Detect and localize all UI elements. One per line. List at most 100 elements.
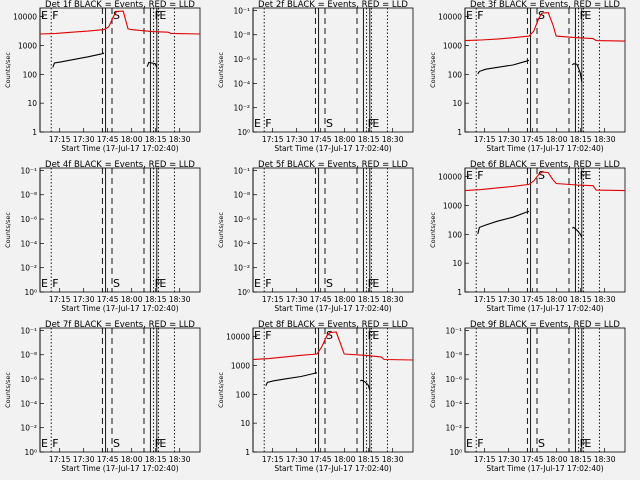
x-tick-label: 18:00 <box>546 295 568 304</box>
event-marker-E: E <box>584 169 591 182</box>
y-tick-label: 10⁻¹ <box>20 166 37 175</box>
event-marker-F: F <box>477 437 483 450</box>
y-tick-label: 1000 <box>18 41 37 50</box>
y-tick-label: 1 <box>32 128 37 137</box>
x-tick-label: 18:30 <box>382 135 404 144</box>
x-axis-label: Start Time (17-Jul-17 17:02:40) <box>274 144 391 153</box>
x-tick-label: 17:30 <box>498 295 520 304</box>
y-tick-label: 1000 <box>443 41 462 50</box>
event-marker-F: F <box>52 9 58 22</box>
panel-6: Det 6f BLACK = Events, RED = LLD 1 10 100 10… <box>429 160 626 313</box>
x-tick-label: 17:15 <box>474 455 496 464</box>
x-tick-label: 18:00 <box>121 455 143 464</box>
y-tick-label: 10⁻⁸ <box>20 191 37 200</box>
x-tick-label: 18:30 <box>169 455 191 464</box>
x-tick-label: 18:00 <box>121 295 143 304</box>
series-events-line <box>360 379 371 391</box>
y-tick-label: 10⁻⁶ <box>445 375 462 384</box>
event-marker-F: F <box>265 329 271 342</box>
event-marker-E: E <box>372 117 379 130</box>
event-marker-F: F <box>580 9 586 22</box>
x-tick-label: 17:30 <box>286 455 308 464</box>
event-marker-E: E <box>372 329 379 342</box>
panel-title: Det 4f BLACK = Events, RED = LLD <box>45 160 195 170</box>
y-axis-label: Counts/sec <box>429 372 437 408</box>
y-tick-label: 1 <box>245 448 250 457</box>
event-marker-E: E <box>584 9 591 22</box>
event-marker-E: E <box>584 437 591 450</box>
x-tick-label: 17:15 <box>262 295 284 304</box>
panel-1: Det 1f BLACK = Events, RED = LLD 1 10 100 10… <box>4 0 201 153</box>
series-events-line <box>146 61 158 68</box>
y-tick-label: 10 <box>452 99 462 108</box>
event-marker-S: S <box>538 169 545 182</box>
y-tick-label: 10⁻² <box>233 104 250 113</box>
y-tick-label: 10⁰ <box>237 288 250 297</box>
x-tick-label: 17:45 <box>522 455 544 464</box>
y-tick-label: 10⁻⁸ <box>445 351 462 360</box>
y-axis-label: Counts/sec <box>217 372 225 408</box>
y-tick-label: 10⁻¹ <box>445 326 462 335</box>
x-tick-label: 17:45 <box>97 295 119 304</box>
series-lld-line <box>39 10 201 35</box>
event-marker-E: E <box>41 9 48 22</box>
event-marker-E: E <box>41 277 48 290</box>
x-tick-label: 18:00 <box>546 455 568 464</box>
y-tick-label: 100 <box>236 390 251 399</box>
y-tick-label: 10⁻² <box>445 424 462 433</box>
x-tick-label: 17:45 <box>97 455 119 464</box>
panel-title: Det 1f BLACK = Events, RED = LLD <box>45 0 195 10</box>
event-marker-F: F <box>477 9 483 22</box>
x-tick-label: 17:30 <box>498 455 520 464</box>
event-marker-E: E <box>466 437 473 450</box>
y-axis-label: Counts/sec <box>217 52 225 88</box>
event-marker-S: S <box>326 277 333 290</box>
x-tick-label: 18:30 <box>594 295 616 304</box>
panel-title: Det 6f BLACK = Events, RED = LLD <box>470 160 620 170</box>
series-events-line <box>265 372 318 387</box>
panel-title: Det 8f BLACK = Events, RED = LLD <box>258 320 408 330</box>
event-marker-F: F <box>580 169 586 182</box>
series-events-line <box>571 226 583 238</box>
event-marker-S: S <box>326 329 333 342</box>
x-tick-label: 18:00 <box>121 135 143 144</box>
panel-5: Det 5f BLACK = Events, RED = LLD 10⁰ 10⁻² 1… <box>217 160 414 313</box>
x-tick-label: 18:15 <box>145 295 167 304</box>
y-axis-label: Counts/sec <box>429 52 437 88</box>
x-tick-label: 18:00 <box>546 135 568 144</box>
series-lld-line <box>464 12 626 42</box>
event-marker-F: F <box>580 437 586 450</box>
x-axis-label: Start Time (17-Jul-17 17:02:40) <box>274 464 391 473</box>
panel-title: Det 5f BLACK = Events, RED = LLD <box>258 160 408 170</box>
x-tick-label: 17:30 <box>73 135 95 144</box>
y-tick-label: 10⁻⁶ <box>20 215 37 224</box>
event-marker-F: F <box>155 437 161 450</box>
y-tick-label: 10⁻¹ <box>233 166 250 175</box>
x-tick-label: 18:15 <box>358 135 380 144</box>
x-tick-label: 18:15 <box>570 455 592 464</box>
series-events-line <box>52 52 105 68</box>
panel-title: Det 7f BLACK = Events, RED = LLD <box>45 320 195 330</box>
y-tick-label: 1 <box>457 288 462 297</box>
panel-3: Det 3f BLACK = Events, RED = LLD 1 10 100 10… <box>429 0 626 153</box>
x-tick-label: 17:45 <box>310 135 332 144</box>
panel-8: Det 8f BLACK = Events, RED = LLD 1 10 100 10… <box>217 320 414 473</box>
x-tick-label: 18:15 <box>570 135 592 144</box>
panels: Det 1f BLACK = Events, RED = LLD 1 10 100 10… <box>4 0 626 473</box>
y-tick-label: 10⁻⁸ <box>20 351 37 360</box>
y-tick-label: 10⁻⁴ <box>20 399 37 408</box>
x-tick-label: 18:30 <box>382 295 404 304</box>
panel-9: Det 9f BLACK = Events, RED = LLD 10⁰ 10⁻² 1… <box>429 320 626 473</box>
panel-title: Det 9f BLACK = Events, RED = LLD <box>470 320 620 330</box>
x-tick-label: 18:15 <box>145 135 167 144</box>
x-tick-label: 18:00 <box>334 135 356 144</box>
x-tick-label: 18:30 <box>594 135 616 144</box>
x-tick-label: 18:30 <box>169 135 191 144</box>
y-tick-label: 10000 <box>438 13 462 22</box>
panel-7: Det 7f BLACK = Events, RED = LLD 10⁰ 10⁻² 1… <box>4 320 201 473</box>
event-marker-E: E <box>254 277 261 290</box>
y-tick-label: 10⁰ <box>24 288 37 297</box>
series-events-line <box>477 210 530 235</box>
y-tick-label: 10⁻¹ <box>233 6 250 15</box>
